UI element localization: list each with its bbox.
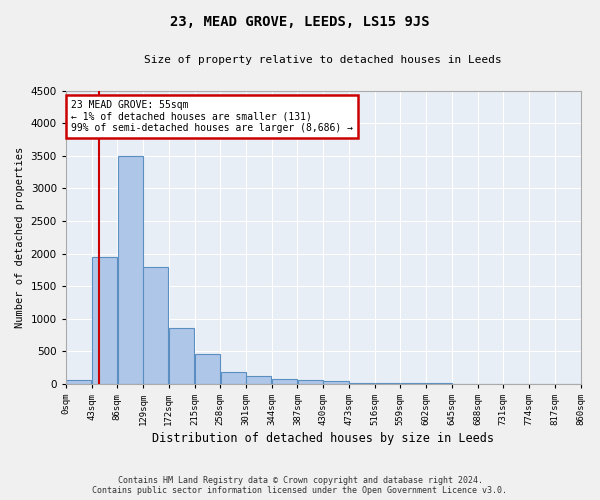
Text: Contains HM Land Registry data © Crown copyright and database right 2024.
Contai: Contains HM Land Registry data © Crown c… bbox=[92, 476, 508, 495]
Bar bbox=[349, 382, 374, 384]
Bar bbox=[195, 354, 220, 384]
Bar bbox=[375, 383, 400, 384]
Text: 23 MEAD GROVE: 55sqm
← 1% of detached houses are smaller (131)
99% of semi-detac: 23 MEAD GROVE: 55sqm ← 1% of detached ho… bbox=[71, 100, 353, 133]
Bar bbox=[118, 156, 143, 384]
Y-axis label: Number of detached properties: Number of detached properties bbox=[15, 146, 25, 328]
X-axis label: Distribution of detached houses by size in Leeds: Distribution of detached houses by size … bbox=[152, 432, 494, 445]
Bar bbox=[246, 376, 271, 384]
Bar bbox=[221, 372, 245, 384]
Bar bbox=[323, 382, 349, 384]
Bar bbox=[66, 380, 91, 384]
Bar bbox=[298, 380, 323, 384]
Bar bbox=[169, 328, 194, 384]
Title: Size of property relative to detached houses in Leeds: Size of property relative to detached ho… bbox=[144, 55, 502, 65]
Bar bbox=[272, 379, 297, 384]
Bar bbox=[143, 266, 169, 384]
Bar bbox=[92, 257, 117, 384]
Text: 23, MEAD GROVE, LEEDS, LS15 9JS: 23, MEAD GROVE, LEEDS, LS15 9JS bbox=[170, 15, 430, 29]
